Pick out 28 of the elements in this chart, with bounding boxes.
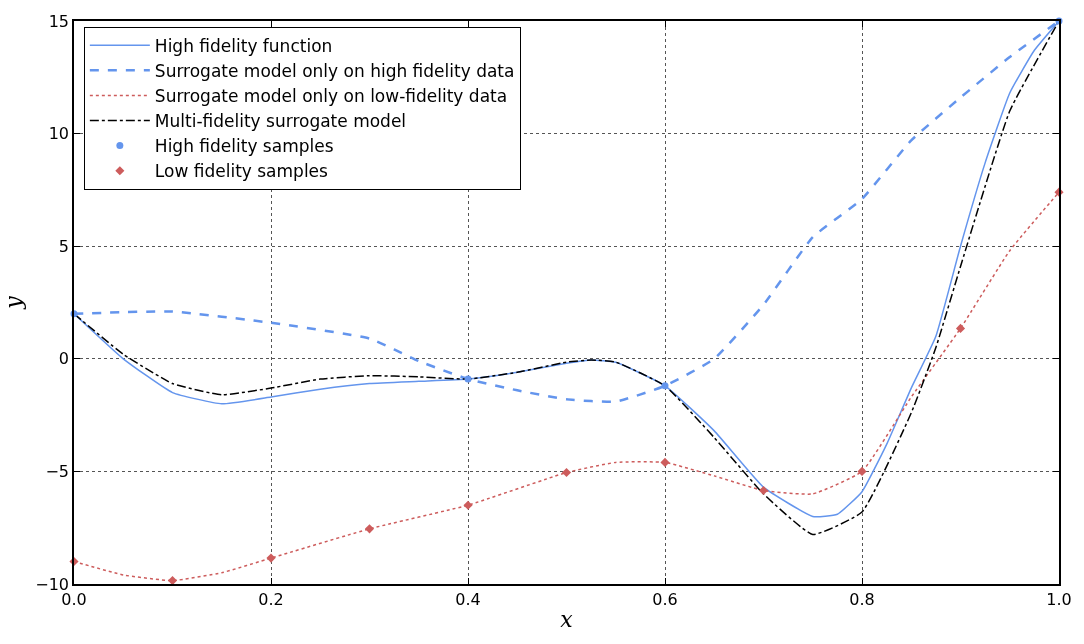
y-tick-label: 0 bbox=[58, 349, 70, 369]
point bbox=[364, 524, 375, 534]
point bbox=[857, 466, 867, 476]
legend-label: Multi-fidelity surrogate model bbox=[154, 111, 407, 132]
point bbox=[955, 323, 966, 333]
legend-label: Low fidelity samples bbox=[154, 161, 329, 182]
legend-label: High fidelity samples bbox=[154, 136, 334, 157]
y-tick-label: 5 bbox=[58, 236, 70, 256]
x-tick-label: 1.0 bbox=[1046, 589, 1072, 609]
x-axis-title: x bbox=[560, 607, 574, 633]
y-tick-label: 10 bbox=[48, 124, 70, 144]
legend-label: Surrogate model only on low-fidelity data bbox=[154, 86, 508, 107]
point bbox=[758, 485, 769, 496]
y-tick-label: 15 bbox=[48, 11, 70, 31]
x-tick-label: 0.2 bbox=[258, 589, 284, 609]
y-axis-title: y bbox=[0, 295, 26, 310]
point bbox=[464, 375, 472, 383]
point bbox=[266, 553, 276, 563]
legend-label: High fidelity function bbox=[154, 35, 333, 56]
point bbox=[661, 382, 669, 390]
y-tick-label: −5 bbox=[45, 462, 70, 481]
point bbox=[561, 467, 572, 478]
legend-label: Surrogate model only on high fidelity data bbox=[154, 60, 515, 81]
x-tick-label: 0.4 bbox=[455, 589, 481, 609]
point bbox=[660, 457, 670, 467]
x-tick-label: 0.8 bbox=[849, 589, 875, 609]
x-tick-label: 0.6 bbox=[652, 589, 678, 609]
point bbox=[463, 500, 473, 510]
